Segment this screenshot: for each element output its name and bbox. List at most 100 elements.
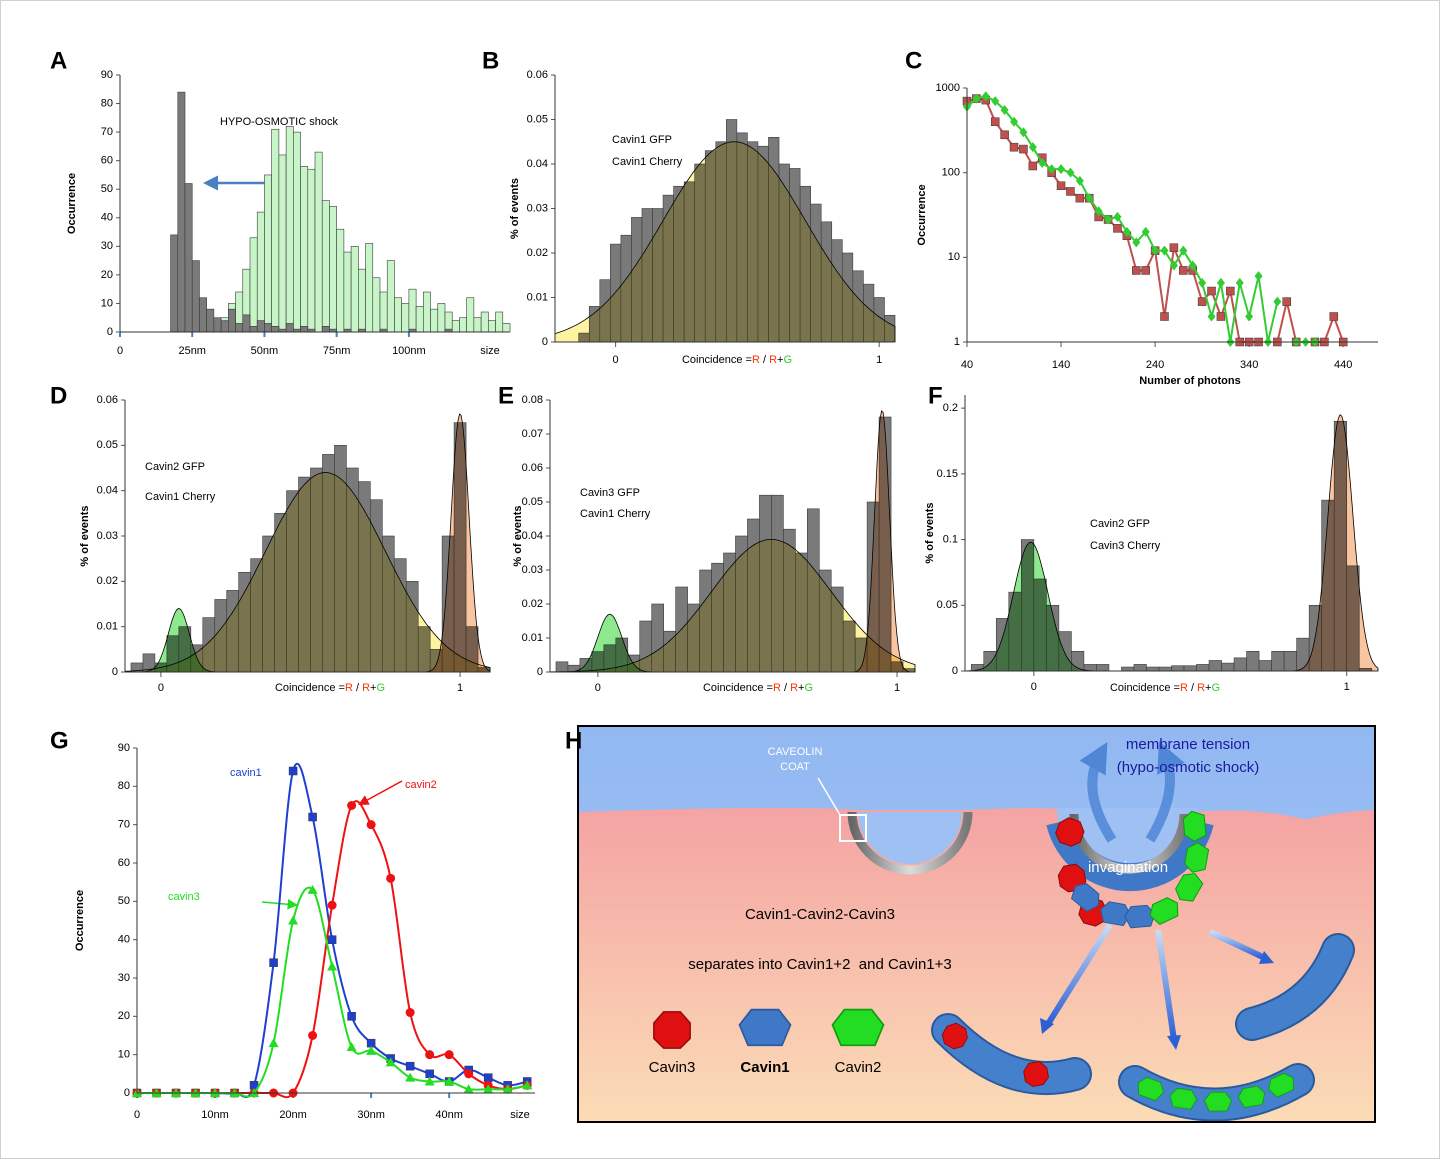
y-tick-label: 0.04 [527,158,548,170]
y-tick-label: 10 [118,1049,130,1061]
fit-curve [124,472,491,673]
coat-label: CAVEOLIN [768,746,823,758]
y-tick-label: 10 [101,297,113,309]
bar [213,317,222,333]
y-tick-label: 30 [101,240,113,252]
marker [308,1031,318,1040]
diagram-frame [577,725,1376,1123]
y-tick-label: 0.04 [97,485,118,497]
bar [235,323,244,333]
marker [1009,142,1019,152]
marker [1141,226,1150,237]
x-axis-title-part: Coincidence = [682,354,752,366]
bar [278,154,287,333]
bar [191,260,200,333]
marker [1169,243,1179,252]
marker [347,1012,356,1021]
annotation: HYPO-OSMOTIC shock [220,116,338,128]
bar [430,308,439,333]
y-axis-title: Occurrence [66,173,78,234]
x-tick-label: 50nm [251,345,279,357]
bar [300,325,309,333]
x-axis-title-part: Coincidence = [703,682,773,694]
series-name: cavin1 [230,767,262,779]
marker [1207,311,1216,322]
series-line [137,762,528,1098]
annotation: Cavin2 GFP [145,461,205,473]
legend-label: Cavin1 [740,1059,789,1076]
marker [1132,237,1141,248]
bar [242,314,251,333]
y-tick-label: 20 [101,269,113,281]
marker [405,1008,415,1017]
y-axis-title: % of events [79,505,91,566]
marker [1198,277,1207,288]
y-tick-label: 0 [107,326,113,338]
y-tick-label: 0.06 [522,462,543,474]
marker [327,935,337,944]
y-tick-label: 90 [101,69,113,81]
marker [1245,311,1254,322]
annotation: Cavin3 GFP [580,487,640,499]
y-tick-label: 0 [537,666,543,678]
fit-curve [549,539,916,673]
x-tick-label: 1 [894,682,900,694]
marker [463,1084,474,1094]
x-tick-label: 340 [1240,359,1258,371]
bar [206,308,215,333]
marker [1197,297,1207,306]
bar [1208,660,1222,672]
x-tick-label: 40nm [435,1109,463,1121]
bar [307,168,316,333]
cavin-coat [1046,818,1214,892]
y-tick-label: 10 [948,251,960,263]
bar [1258,660,1272,672]
panel-label: B [482,47,499,74]
marker [444,1050,454,1060]
marker [1010,116,1019,127]
marker [1028,142,1037,153]
marker [502,1084,513,1094]
x-axis-title-part: R [1180,682,1188,694]
x-axis-title-part: Coincidence = [1110,682,1180,694]
bar [394,297,402,333]
marker [1075,175,1084,186]
x-axis-title-part: + [1205,682,1211,694]
marker [327,961,338,971]
panel: G 0 10 20 30 40 50 60 70 80 90 0 10nm 20nm 30nm 40nm Occ… [50,727,535,1121]
bar [1196,664,1210,672]
y-tick-label: 1000 [936,82,960,94]
y-tick-label: 20 [118,1010,130,1022]
x-axis-title: Coincidence =R / R+G [703,682,813,694]
x-tick-label: 0 [134,1109,140,1121]
y-tick-label: 0.1 [943,533,958,545]
legend-label: Cavin3 [649,1059,696,1076]
marker [1282,297,1292,306]
x-tick-label: 0 [613,354,619,366]
x-tick-label: 75nm [323,345,351,357]
bar [415,305,424,333]
x-tick-label: 1 [457,682,463,694]
bar [1233,657,1247,672]
panel: B 0 0.01 0.02 0.03 0.04 0.05 0.06 0 1 % of events C… [482,47,896,366]
bar [264,174,272,333]
bar [386,260,395,333]
marker [1056,181,1066,191]
marker [308,812,317,822]
bar [256,211,265,333]
marker [425,1050,435,1060]
marker [288,766,298,776]
marker [1179,266,1188,275]
coat-box [839,814,867,842]
y-tick-label: 0.01 [527,291,548,303]
marker [346,1042,357,1051]
x-axis-title-part: R [345,682,353,694]
panel-label: E [498,382,514,409]
bar [199,297,207,333]
bar [401,303,410,333]
x-tick-label: 0 [595,682,601,694]
tension-label: membrane tension [1126,736,1250,753]
y-tick-label: 0.06 [97,394,118,406]
panel: F 0 0.05 0.1 0.15 0.2 0 1 % of events Coincidence… [924,382,1379,694]
y-tick-label: 80 [101,97,113,109]
